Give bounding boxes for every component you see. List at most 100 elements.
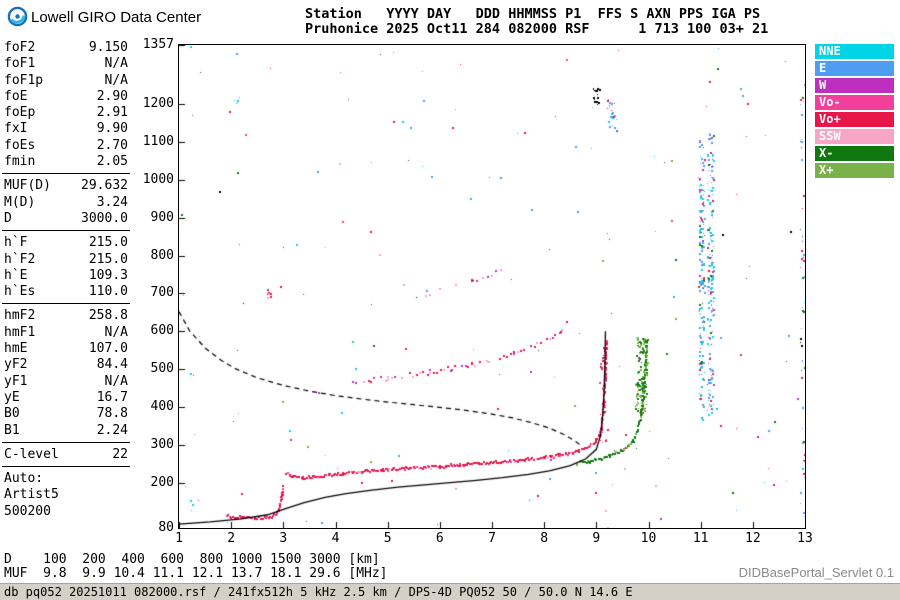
parameter-label: fxI — [4, 121, 28, 137]
parameter-value: 107.0 — [88, 341, 128, 357]
parameter-row-foes: foEs 2.70 — [2, 138, 130, 154]
parameter-label: h`F2 — [4, 251, 36, 267]
parameter-label: C-level — [4, 446, 59, 462]
y-tick-label: 700 — [150, 285, 174, 301]
y-tick-label: 800 — [150, 247, 174, 263]
x-tick-label: 4 — [331, 531, 340, 546]
parameter-group: h`F 215.0 h`F2 215.0 h`E 109.3 h`Es 110.0 — [2, 235, 130, 305]
parameter-label: B1 — [4, 422, 20, 438]
parameter-row-fof1p: foF1p N/A — [2, 73, 130, 89]
y-tick-label: 200 — [150, 474, 174, 490]
parameter-label: foF1 — [4, 56, 36, 72]
y-tick-label: 1357 — [142, 37, 174, 52]
parameter-value: 215.0 — [88, 235, 128, 251]
parameter-row-he: h`E 109.3 — [2, 268, 130, 284]
parameter-label: D — [4, 210, 12, 226]
parameter-panel: foF2 9.150 foF1 N/A foF1p N/A foE 2.90 foEp 2.91 f… — [2, 40, 130, 520]
y-tick-label: 400 — [150, 398, 174, 414]
parameter-row-hme: hmE 107.0 — [2, 341, 130, 357]
x-tick-label: 2 — [227, 531, 236, 546]
x-tick-label: 7 — [488, 531, 496, 546]
y-tick-label: 900 — [150, 209, 174, 225]
parameter-row-hmf2: hmF2 258.8 — [2, 308, 130, 324]
x-tick-label: 11 — [692, 531, 709, 546]
parameter-label: B0 — [4, 406, 20, 422]
x-tick-label: 6 — [435, 531, 444, 546]
x-tick-label: 5 — [383, 531, 392, 546]
muf-table-row: MUF 9.8 9.9 10.4 11.1 12.1 13.7 18.1 29.… — [4, 566, 388, 581]
parameter-value: 258.8 — [88, 308, 128, 324]
lowell-giro-logo-icon — [7, 6, 28, 27]
parameter-value: 2.05 — [96, 154, 128, 170]
parameter-row-b0: B0 78.8 — [2, 406, 130, 422]
autoscaling-info-line: 500200 — [4, 503, 51, 519]
parameter-label: yF1 — [4, 373, 28, 389]
ionogram-canvas — [179, 45, 805, 528]
parameter-value: 3.24 — [96, 194, 128, 210]
parameter-label: hmF1 — [4, 324, 36, 340]
legend-item-ssw: SSW — [815, 129, 894, 144]
parameter-label: yF2 — [4, 357, 28, 373]
parameter-value: 29.632 — [81, 178, 128, 194]
parameter-row-hf: h`F 215.0 — [2, 235, 130, 251]
brand-title: Lowell GIRO Data Center — [31, 9, 202, 26]
parameter-value: 215.0 — [88, 251, 128, 267]
echo-direction-legend: NNE E W Vo- Vo+ SSW X- X+ — [815, 44, 894, 180]
legend-item-vo-minus: Vo- — [815, 95, 894, 110]
parameter-row-fxi: fxI 9.90 — [2, 121, 130, 137]
parameter-value: 2.90 — [96, 88, 128, 104]
status-bar: db pq052 20251011 082000.rsf / 241fx512h… — [0, 583, 900, 600]
autoscaling-info-line: Auto: — [4, 471, 44, 487]
parameter-group: foF2 9.150 foF1 N/A foF1p N/A foE 2.90 foEp 2.91 f… — [2, 40, 130, 175]
x-tick-label: 9 — [592, 531, 601, 546]
ionogram-plot — [178, 44, 806, 529]
parameter-value: 2.70 — [96, 137, 128, 153]
parameter-value: 109.3 — [88, 267, 128, 283]
legend-item-x-plus: X+ — [815, 163, 894, 178]
parameter-row-hes: h`Es 110.0 — [2, 284, 130, 300]
parameter-value: 22 — [112, 446, 128, 462]
parameter-value: 110.0 — [88, 284, 128, 300]
distance-table-row: D 100 200 400 600 800 1000 1500 3000 [km… — [4, 552, 380, 567]
y-tick-label: 300 — [150, 436, 174, 452]
parameter-row-hmf1: hmF1 N/A — [2, 325, 130, 341]
parameter-value: 2.24 — [96, 422, 128, 438]
parameter-value: N/A — [104, 373, 128, 389]
parameter-value: 16.7 — [96, 389, 128, 405]
x-tick-label: 10 — [640, 531, 657, 546]
legend-item-e: E — [815, 61, 894, 76]
parameter-row-b1: B1 2.24 — [2, 423, 130, 439]
parameter-row-hf2: h`F2 215.0 — [2, 252, 130, 268]
parameter-row-foep: foEp 2.91 — [2, 105, 130, 121]
legend-item-x-minus: X- — [815, 146, 894, 161]
parameter-label: yE — [4, 389, 20, 405]
parameter-row-fof1: foF1 N/A — [2, 56, 130, 72]
legend-item-w: W — [815, 78, 894, 93]
parameter-value: N/A — [104, 56, 128, 72]
legend-item-vo-plus: Vo+ — [815, 112, 894, 127]
parameter-label: foF1p — [4, 72, 44, 88]
parameter-row-foe: foE 2.90 — [2, 89, 130, 105]
y-tick-label: 500 — [150, 361, 174, 377]
parameter-label: foE — [4, 88, 28, 104]
parameter-row-md: M(D) 3.24 — [2, 195, 130, 211]
parameter-row-ye: yE 16.7 — [2, 390, 130, 406]
parameter-value: N/A — [104, 324, 128, 340]
y-tick-label: 1200 — [142, 96, 174, 112]
parameter-label: h`E — [4, 267, 28, 283]
parameter-row-d: D 3000.0 — [2, 211, 130, 227]
parameter-label: M(D) — [4, 194, 36, 210]
parameter-label: foEp — [4, 105, 36, 121]
parameter-group: hmF2 258.8 hmF1 N/A hmE 107.0 yF2 84.4 yF1 N/A yE 1… — [2, 308, 130, 443]
y-tick-label: 1100 — [142, 134, 174, 150]
parameter-row-yf2: yF2 84.4 — [2, 357, 130, 373]
parameter-label: hmE — [4, 341, 28, 357]
parameter-label: foF2 — [4, 40, 36, 55]
parameter-row-fof2: foF2 9.150 — [2, 40, 130, 56]
parameter-value: N/A — [104, 72, 128, 88]
parameter-value: 84.4 — [96, 357, 128, 373]
station-header-row: Station YYYY DAY DDD HHMMSS P1 FFS S AXN… — [305, 6, 761, 22]
parameter-label: h`Es — [4, 284, 36, 300]
y-tick-label: 1000 — [142, 172, 174, 188]
